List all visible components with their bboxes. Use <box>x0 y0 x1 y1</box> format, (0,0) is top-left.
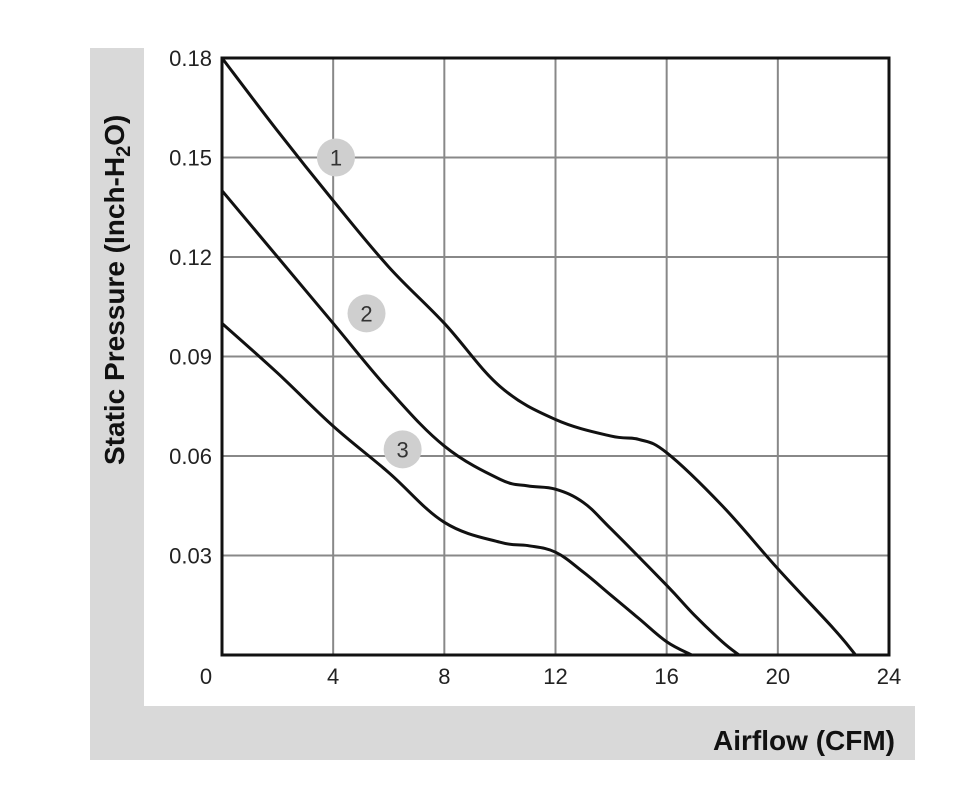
series-marker-label-3: 3 <box>397 437 409 462</box>
x-tick-label: 0 <box>200 664 212 689</box>
y-tick-label: 0.12 <box>169 245 212 270</box>
y-axis-title: Static Pressure (Inch-H2O) <box>99 115 135 465</box>
markers-group: 1 2 3 <box>316 138 422 469</box>
frame-left-band <box>90 48 144 760</box>
y-axis-title-main: Static Pressure (Inch-H <box>99 157 130 465</box>
x-tick-label: 8 <box>438 664 450 689</box>
y-tick-label: 0.09 <box>169 345 212 370</box>
y-tick-label: 0.18 <box>169 46 212 71</box>
series-marker-label-1: 1 <box>330 146 342 171</box>
x-axis-title: Airflow (CFM) <box>713 725 895 756</box>
series-marker-3 <box>383 430 422 469</box>
plot-border <box>220 56 891 657</box>
series-line-2 <box>220 189 740 657</box>
y-tick-label: 0.06 <box>169 444 212 469</box>
series-marker-label-2: 2 <box>360 301 372 326</box>
y-tick-label: 0.15 <box>169 146 212 171</box>
x-tick-labels: 0 4 8 12 16 20 24 <box>200 664 901 689</box>
y-tick-labels: 0.03 0.06 0.09 0.12 0.15 0.18 <box>169 46 212 569</box>
x-tick-label: 24 <box>877 664 901 689</box>
y-tick-label: 0.03 <box>169 544 212 569</box>
series-marker-2 <box>347 294 386 333</box>
x-tick-label: 12 <box>543 664 567 689</box>
series-line-3 <box>220 322 693 657</box>
y-axis-title-subscript: 2 <box>113 146 135 157</box>
series-marker-1 <box>316 138 355 177</box>
series-group <box>220 57 857 657</box>
x-tick-label: 16 <box>654 664 678 689</box>
x-tick-label: 4 <box>327 664 339 689</box>
x-tick-label: 20 <box>766 664 790 689</box>
y-axis-title-end: O) <box>99 115 130 146</box>
frame-bottom-band <box>90 706 915 760</box>
series-line-1 <box>220 57 857 656</box>
